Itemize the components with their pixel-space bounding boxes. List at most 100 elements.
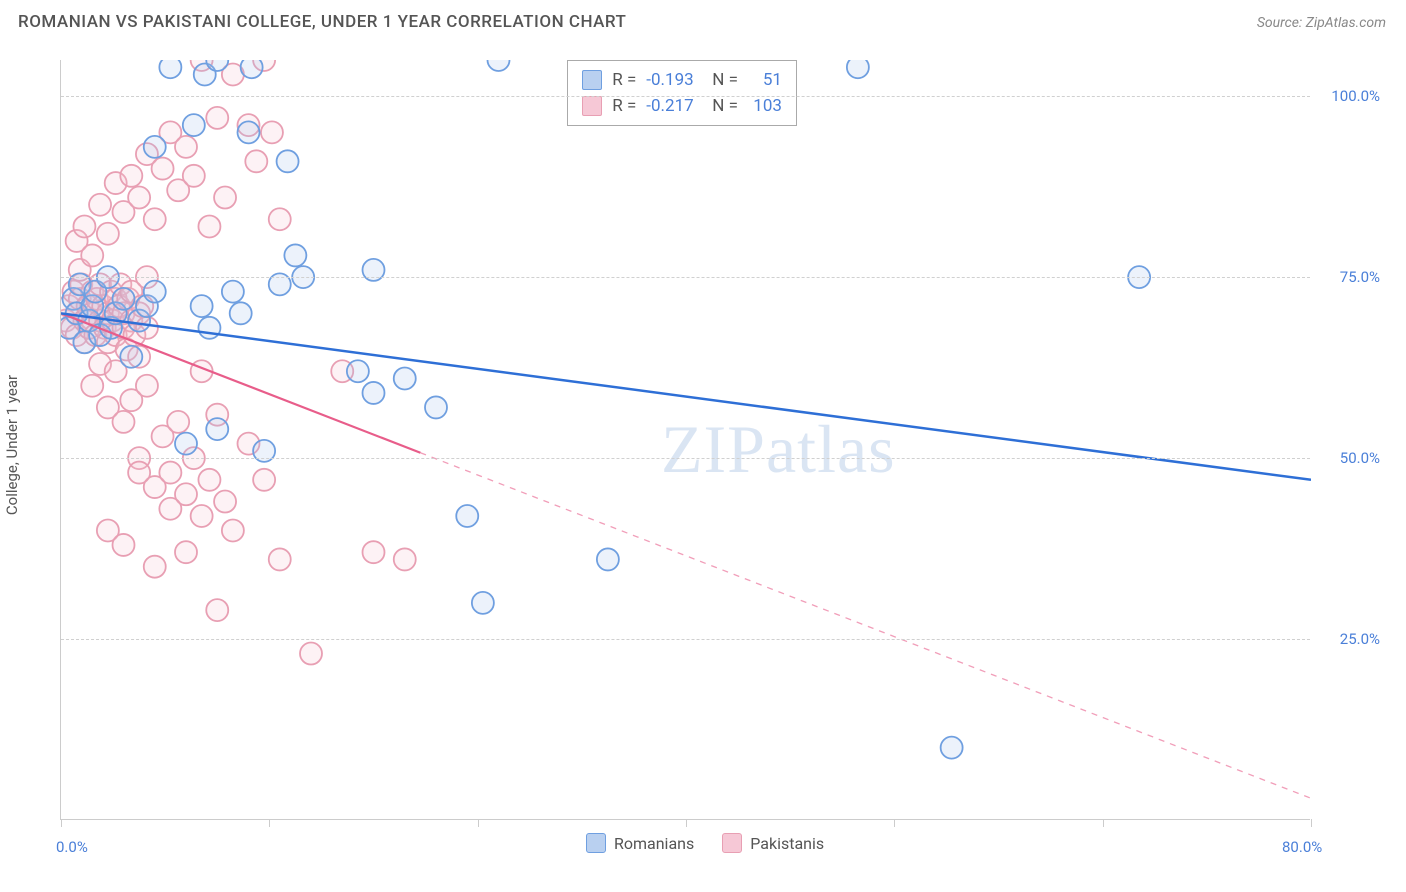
y-tick-label: 100.0%: [1320, 87, 1380, 105]
legend-swatch: [582, 70, 602, 90]
correlation-legend: R = -0.193 N = 51 R = -0.217 N = 103: [567, 60, 797, 126]
pakistanis-point: [113, 534, 135, 556]
romanians-point: [847, 60, 869, 78]
series-legend: Romanians Pakistanis: [586, 833, 824, 853]
pakistanis-point: [113, 411, 135, 433]
x-tick: [894, 819, 895, 827]
romanians-point: [456, 505, 478, 527]
romanians-point: [284, 244, 306, 266]
legend-r-value: -0.217: [646, 96, 702, 116]
x-tick: [61, 819, 62, 827]
x-tick: [686, 819, 687, 827]
legend-label: Romanians: [614, 834, 694, 853]
pakistanis-point: [222, 519, 244, 541]
pakistanis-point: [144, 208, 166, 230]
pakistanis-point: [81, 375, 103, 397]
pakistanis-point: [269, 208, 291, 230]
romanians-point: [175, 433, 197, 455]
pakistanis-point: [136, 375, 158, 397]
legend-r-label: R =: [612, 70, 636, 90]
pakistanis-regression-line-extrapolated: [420, 453, 1311, 799]
romanians-point: [191, 295, 213, 317]
romanians-point: [425, 396, 447, 418]
legend-n-value: 51: [748, 70, 782, 90]
romanians-point: [941, 737, 963, 759]
x-axis-min-label: 0.0%: [56, 838, 88, 856]
pakistanis-point: [269, 548, 291, 570]
romanians-point: [277, 150, 299, 172]
pakistanis-point: [253, 469, 275, 491]
pakistanis-point: [214, 187, 236, 209]
legend-item-romanians: Romanians: [586, 833, 694, 853]
pakistanis-point: [394, 548, 416, 570]
x-tick: [1311, 819, 1312, 827]
pakistanis-point: [81, 244, 103, 266]
gridline-h: [61, 96, 1310, 97]
pakistanis-point: [261, 121, 283, 143]
pakistanis-point: [167, 411, 189, 433]
romanians-point: [206, 418, 228, 440]
romanians-point: [183, 114, 205, 136]
pakistanis-point: [73, 215, 95, 237]
y-tick-label: 25.0%: [1320, 630, 1380, 648]
legend-swatch: [586, 833, 606, 853]
romanians-point: [144, 136, 166, 158]
romanians-point: [472, 592, 494, 614]
pakistanis-point: [198, 469, 220, 491]
y-tick-label: 75.0%: [1320, 268, 1380, 286]
gridline-h: [61, 639, 1310, 640]
pakistanis-point: [206, 599, 228, 621]
pakistanis-point: [128, 187, 150, 209]
romanians-point: [597, 548, 619, 570]
romanians-point: [120, 346, 142, 368]
pakistanis-point: [175, 541, 197, 563]
y-axis-label: College, Under 1 year: [3, 375, 21, 515]
romanians-point: [347, 360, 369, 382]
pakistanis-point: [159, 462, 181, 484]
romanians-point: [394, 367, 416, 389]
legend-r-value: -0.193: [646, 70, 702, 90]
romanians-point: [241, 60, 263, 78]
pakistanis-point: [159, 498, 181, 520]
romanians-point: [222, 281, 244, 303]
romanians-point: [363, 382, 385, 404]
legend-n-label: N =: [712, 96, 738, 116]
legend-label: Pakistanis: [750, 834, 824, 853]
romanians-point: [488, 60, 510, 71]
gridline-h: [61, 458, 1310, 459]
pakistanis-point: [89, 194, 111, 216]
romanians-point: [230, 302, 252, 324]
x-tick: [1103, 819, 1104, 827]
x-tick: [269, 819, 270, 827]
chart-container: College, Under 1 year ZIPatlas R =-0.193…: [40, 50, 1380, 840]
scatter-svg: [61, 60, 1311, 820]
x-axis-max-label: 80.0%: [1282, 838, 1322, 856]
legend-swatch: [582, 96, 602, 116]
romanians-point: [144, 281, 166, 303]
y-tick-label: 50.0%: [1320, 449, 1380, 467]
pakistanis-point: [183, 165, 205, 187]
pakistanis-point: [206, 107, 228, 129]
source-attribution: Source: ZipAtlas.com: [1257, 15, 1386, 31]
plot-area: ZIPatlas R =-0.193N =51R =-0.217N =103 R…: [60, 60, 1310, 820]
romanians-point: [198, 317, 220, 339]
pakistanis-point: [144, 556, 166, 578]
pakistanis-point: [245, 150, 267, 172]
legend-r-label: R =: [612, 96, 636, 116]
pakistanis-point: [214, 491, 236, 513]
pakistanis-point: [97, 223, 119, 245]
romanians-point: [113, 288, 135, 310]
gridline-h: [61, 277, 1310, 278]
pakistanis-point: [191, 505, 213, 527]
romanians-point: [159, 60, 181, 78]
legend-item-pakistanis: Pakistanis: [722, 833, 824, 853]
legend-n-value: 103: [748, 96, 782, 116]
romanians-point: [238, 121, 260, 143]
pakistanis-point: [128, 462, 150, 484]
pakistanis-point: [175, 136, 197, 158]
legend-n-label: N =: [712, 70, 738, 90]
pakistanis-point: [152, 158, 174, 180]
legend-row-romanians: R = -0.193 N = 51: [582, 67, 782, 93]
pakistanis-point: [300, 643, 322, 665]
legend-swatch: [722, 833, 742, 853]
